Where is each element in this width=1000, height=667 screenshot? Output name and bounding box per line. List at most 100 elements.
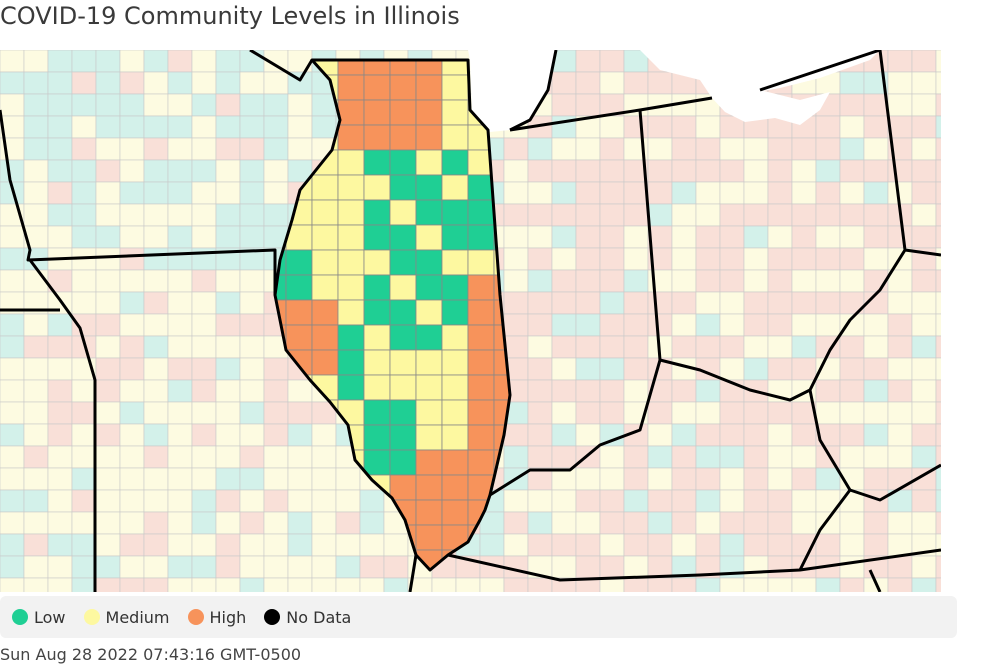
- illinois-county-low[interactable]: [363, 199, 391, 226]
- illinois-county-high[interactable]: [467, 274, 495, 301]
- illinois-county-low[interactable]: [441, 199, 469, 226]
- illinois-county-low[interactable]: [389, 399, 417, 426]
- illinois-county-high[interactable]: [467, 349, 495, 376]
- illinois-county-high[interactable]: [467, 449, 495, 476]
- illinois-county-high[interactable]: [337, 124, 365, 151]
- illinois-county-high[interactable]: [311, 324, 339, 351]
- illinois-county-medium[interactable]: [311, 249, 339, 276]
- illinois-county-high[interactable]: [467, 399, 495, 426]
- illinois-county-low[interactable]: [285, 249, 313, 276]
- illinois-county-low[interactable]: [363, 424, 391, 451]
- illinois-county-medium[interactable]: [415, 374, 443, 401]
- illinois-county-low[interactable]: [389, 449, 417, 476]
- illinois-county-high[interactable]: [415, 499, 443, 526]
- illinois-county-high[interactable]: [285, 324, 313, 351]
- illinois-county-medium[interactable]: [311, 199, 339, 226]
- illinois-county-high[interactable]: [467, 299, 495, 326]
- illinois-county-medium[interactable]: [337, 274, 365, 301]
- illinois-county-medium[interactable]: [337, 249, 365, 276]
- illinois-county-medium[interactable]: [311, 174, 339, 201]
- illinois-county-medium[interactable]: [389, 349, 417, 376]
- illinois-county-medium[interactable]: [441, 124, 469, 151]
- illinois-county-medium[interactable]: [363, 324, 391, 351]
- illinois-county-low[interactable]: [285, 274, 313, 301]
- illinois-county-low[interactable]: [415, 274, 443, 301]
- illinois-county-high[interactable]: [389, 74, 417, 101]
- illinois-county-high[interactable]: [415, 474, 443, 501]
- illinois-county-medium[interactable]: [389, 199, 417, 226]
- illinois-county-low[interactable]: [389, 174, 417, 201]
- illinois-county-high[interactable]: [467, 424, 495, 451]
- illinois-county-medium[interactable]: [441, 174, 469, 201]
- illinois-county-low[interactable]: [441, 299, 469, 326]
- illinois-county-high[interactable]: [311, 299, 339, 326]
- illinois-county-high[interactable]: [363, 74, 391, 101]
- illinois-county-medium[interactable]: [337, 174, 365, 201]
- illinois-county-medium[interactable]: [441, 399, 469, 426]
- illinois-county-medium[interactable]: [415, 299, 443, 326]
- illinois-county-low[interactable]: [389, 149, 417, 176]
- illinois-county-high[interactable]: [467, 324, 495, 351]
- illinois-county-medium[interactable]: [337, 224, 365, 251]
- illinois-county-low[interactable]: [389, 224, 417, 251]
- illinois-county-high[interactable]: [415, 124, 443, 151]
- illinois-county-low[interactable]: [415, 174, 443, 201]
- illinois-county-low[interactable]: [337, 324, 365, 351]
- illinois-county-low[interactable]: [363, 399, 391, 426]
- illinois-county-high[interactable]: [415, 449, 443, 476]
- legend-item-high[interactable]: High: [187, 608, 246, 627]
- illinois-county-low[interactable]: [363, 274, 391, 301]
- illinois-county-low[interactable]: [441, 274, 469, 301]
- map[interactable]: [0, 50, 941, 592]
- illinois-county-medium[interactable]: [441, 374, 469, 401]
- illinois-county-medium[interactable]: [415, 349, 443, 376]
- illinois-county-low[interactable]: [415, 199, 443, 226]
- illinois-county-low[interactable]: [363, 299, 391, 326]
- illinois-county-medium[interactable]: [467, 249, 495, 276]
- illinois-county-low[interactable]: [441, 224, 469, 251]
- illinois-county-medium[interactable]: [311, 274, 339, 301]
- illinois-county-medium[interactable]: [415, 399, 443, 426]
- illinois-county-medium[interactable]: [337, 149, 365, 176]
- illinois-county-low[interactable]: [467, 224, 495, 251]
- illinois-county-medium[interactable]: [337, 199, 365, 226]
- illinois-county-medium[interactable]: [389, 374, 417, 401]
- illinois-county-medium[interactable]: [441, 74, 469, 101]
- illinois-county-medium[interactable]: [415, 149, 443, 176]
- illinois-county-high[interactable]: [441, 449, 469, 476]
- illinois-county-medium[interactable]: [311, 224, 339, 251]
- illinois-county-low[interactable]: [415, 324, 443, 351]
- illinois-county-low[interactable]: [389, 424, 417, 451]
- illinois-county-medium[interactable]: [337, 299, 365, 326]
- illinois-county-low[interactable]: [337, 349, 365, 376]
- illinois-county-high[interactable]: [441, 499, 469, 526]
- illinois-county-medium[interactable]: [363, 349, 391, 376]
- illinois-county-high[interactable]: [337, 74, 365, 101]
- illinois-county-high[interactable]: [389, 474, 417, 501]
- illinois-county-low[interactable]: [363, 149, 391, 176]
- illinois-county-medium[interactable]: [441, 349, 469, 376]
- illinois-county-high[interactable]: [415, 524, 443, 551]
- illinois-county-high[interactable]: [389, 99, 417, 126]
- illinois-county-low[interactable]: [415, 249, 443, 276]
- illinois-county-high[interactable]: [441, 474, 469, 501]
- illinois-county-low[interactable]: [389, 324, 417, 351]
- illinois-county-medium[interactable]: [441, 249, 469, 276]
- illinois-county-low[interactable]: [389, 299, 417, 326]
- illinois-county-medium[interactable]: [389, 274, 417, 301]
- illinois-county-medium[interactable]: [415, 224, 443, 251]
- illinois-county-high[interactable]: [467, 374, 495, 401]
- legend-item-low[interactable]: Low: [12, 608, 66, 627]
- illinois-county-high[interactable]: [415, 74, 443, 101]
- illinois-county-high[interactable]: [363, 124, 391, 151]
- illinois-county-high[interactable]: [415, 99, 443, 126]
- illinois-county-medium[interactable]: [415, 424, 443, 451]
- county-map-svg[interactable]: [0, 50, 941, 592]
- illinois-county-low[interactable]: [389, 249, 417, 276]
- illinois-county-medium[interactable]: [363, 249, 391, 276]
- illinois-county-high[interactable]: [389, 124, 417, 151]
- illinois-county-high[interactable]: [311, 349, 339, 376]
- illinois-county-low[interactable]: [441, 149, 469, 176]
- illinois-county-medium[interactable]: [441, 324, 469, 351]
- illinois-county-high[interactable]: [337, 99, 365, 126]
